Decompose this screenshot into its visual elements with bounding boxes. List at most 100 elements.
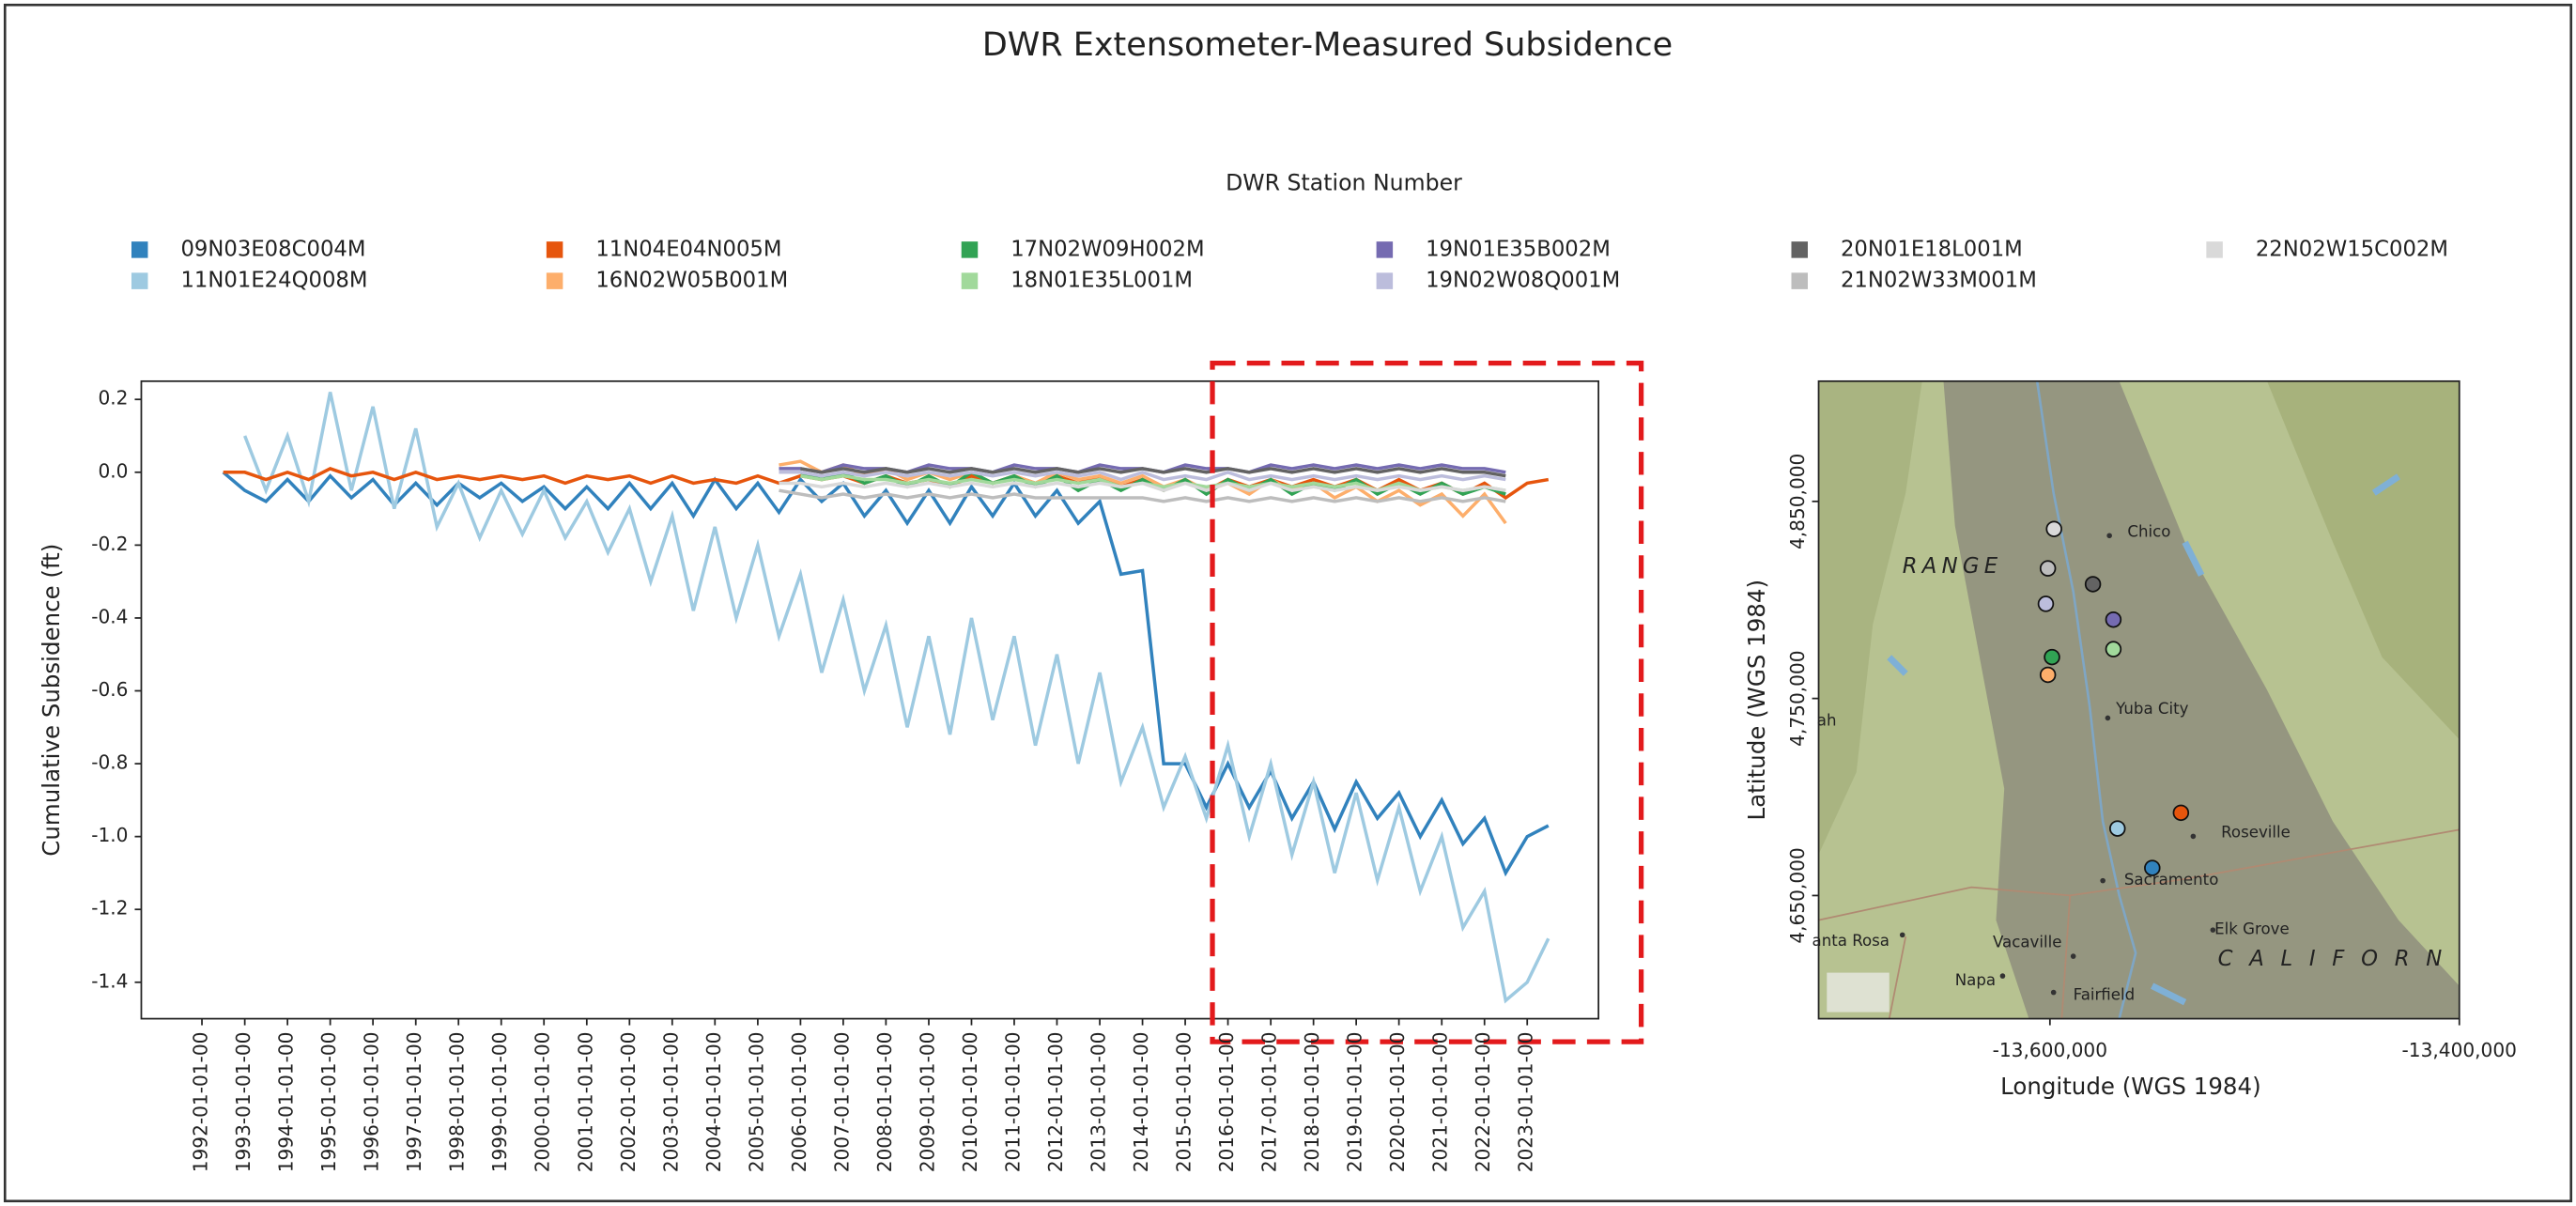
x-tick-label: -13,400,000 <box>2402 1039 2517 1061</box>
x-tick-label: -13,600,000 <box>1993 1039 2107 1061</box>
map-label: ah <box>1817 711 1837 729</box>
legend-label: 18N01E35L001M <box>1010 269 1193 293</box>
station-point <box>2145 860 2160 875</box>
x-tick-label: 2004-01-01-00 <box>702 1032 725 1173</box>
x-tick-label: 2017-01-01-00 <box>1258 1032 1281 1173</box>
map-label: Sacramento <box>2124 871 2218 889</box>
map-label: Napa <box>1955 971 1996 989</box>
legend-swatch <box>547 241 563 257</box>
map-town-dot <box>2051 990 2057 996</box>
y-tick-label: -0.6 <box>91 678 128 701</box>
map-label: Vacaville <box>1993 934 2061 951</box>
legend-swatch <box>547 272 563 288</box>
legend-title: DWR Station Number <box>1226 169 1462 195</box>
map-label: RANGE <box>1903 554 2003 579</box>
legend-swatch <box>1377 272 1393 288</box>
map-label: anta Rosa <box>1812 932 1890 950</box>
legend-label: 22N02W15C002M <box>2256 237 2448 261</box>
legend-swatch <box>962 241 978 257</box>
x-tick-label: 2020-01-01-00 <box>1386 1032 1409 1173</box>
y-axis-label: Cumulative Subsidence (ft) <box>38 544 65 857</box>
y-tick-label: 4,850,000 <box>1786 454 1809 549</box>
y-tick-label: -1.2 <box>91 897 128 920</box>
x-tick-label: 1997-01-01-00 <box>403 1032 425 1173</box>
map-y-axis-label: Latitude (WGS 1984) <box>1743 580 1770 820</box>
legend-swatch <box>2206 241 2222 257</box>
x-tick-label: 2005-01-01-00 <box>745 1032 767 1173</box>
legend-label: 11N04E04N005M <box>595 237 781 261</box>
x-tick-label: 1999-01-01-00 <box>488 1032 511 1173</box>
chart-title: DWR Extensometer-Measured Subsidence <box>982 26 1673 64</box>
map-x-axis-label: Longitude (WGS 1984) <box>2000 1073 2260 1100</box>
station-point <box>2041 668 2056 683</box>
x-tick-label: 1994-01-01-00 <box>275 1032 298 1173</box>
y-tick-label: -1.0 <box>91 824 128 846</box>
map-town-dot <box>2191 834 2197 840</box>
legend-swatch <box>1791 272 1807 288</box>
x-tick-label: 1995-01-01-00 <box>317 1032 340 1173</box>
x-tick-label: 2011-01-01-00 <box>1001 1032 1024 1173</box>
x-tick-label: 2023-01-01-00 <box>1515 1032 1537 1173</box>
y-tick-label: 0.2 <box>98 387 128 410</box>
map-label: Roseville <box>2221 823 2291 841</box>
station-point <box>2106 642 2121 657</box>
x-tick-label: 2006-01-01-00 <box>788 1032 810 1173</box>
station-point <box>2086 577 2101 592</box>
station-point <box>2106 612 2121 627</box>
legend-swatch <box>131 241 147 257</box>
x-tick-label: 1993-01-01-00 <box>232 1032 255 1173</box>
map-label: Chico <box>2127 522 2170 540</box>
legend-label: 19N01E35B002M <box>1426 237 1611 261</box>
map-label: Yuba City <box>2115 700 2188 718</box>
station-point <box>2039 596 2054 611</box>
x-tick-label: 2013-01-01-00 <box>1087 1032 1110 1173</box>
legend-label: 16N02W05B001M <box>595 269 788 293</box>
x-tick-label: 2010-01-01-00 <box>959 1032 981 1173</box>
legend-label: 09N03E08C004M <box>180 237 365 261</box>
y-tick-label: -0.4 <box>91 605 128 627</box>
map-label: Elk Grove <box>2214 920 2290 938</box>
station-point <box>2173 805 2188 820</box>
x-tick-label: 2019-01-01-00 <box>1344 1032 1366 1173</box>
y-tick-label: -0.8 <box>91 751 128 774</box>
map-town-dot <box>2071 953 2076 959</box>
map-town-dot <box>2106 716 2111 721</box>
x-tick-label: 2009-01-01-00 <box>916 1032 938 1173</box>
x-tick-label: 1992-01-01-00 <box>190 1032 212 1173</box>
map-credits <box>1827 973 1889 1013</box>
legend-label: 21N02W33M001M <box>1841 269 2037 293</box>
station-point <box>2110 821 2125 836</box>
x-tick-label: 2018-01-01-00 <box>1301 1032 1323 1173</box>
x-tick-label: 2008-01-01-00 <box>873 1032 896 1173</box>
x-tick-label: 2007-01-01-00 <box>830 1032 853 1173</box>
station-point <box>2046 521 2061 536</box>
x-tick-label: 2003-01-01-00 <box>659 1032 682 1173</box>
x-tick-label: 2002-01-01-00 <box>617 1032 640 1173</box>
y-tick-label: 4,750,000 <box>1786 650 1809 746</box>
legend-swatch <box>1791 241 1807 257</box>
legend-swatch <box>962 272 978 288</box>
x-tick-label: 1998-01-01-00 <box>446 1032 469 1173</box>
y-tick-label: 4,650,000 <box>1786 847 1809 943</box>
x-tick-label: 2016-01-01-00 <box>1215 1032 1238 1173</box>
legend-label: 17N02W09H002M <box>1010 237 1204 261</box>
x-tick-label: 2022-01-01-00 <box>1472 1032 1494 1173</box>
y-tick-label: -1.4 <box>91 969 128 992</box>
station-point <box>2044 650 2059 665</box>
station-point <box>2041 561 2056 576</box>
chart: DWR Extensometer-Measured Subsidence DWR… <box>0 0 2576 1206</box>
page-body: {"chart_data": [ {"type": "line", "title… <box>0 0 2576 1206</box>
map-town-dot <box>2106 533 2112 538</box>
x-tick-label: 2012-01-01-00 <box>1044 1032 1067 1173</box>
legend-label: 20N01E18L001M <box>1841 237 2023 261</box>
x-tick-label: 2001-01-01-00 <box>574 1032 596 1173</box>
legend-label: 11N01E24Q008M <box>180 269 367 293</box>
x-tick-label: 2000-01-01-00 <box>532 1032 554 1173</box>
map-town-dot <box>1900 933 1905 938</box>
map-label: Fairfield <box>2074 986 2136 1004</box>
map-town-dot <box>2000 973 2006 979</box>
x-tick-label: 1996-01-01-00 <box>361 1032 383 1173</box>
x-tick-label: 2021-01-01-00 <box>1429 1032 1452 1173</box>
legend-swatch <box>1377 241 1393 257</box>
x-tick-label: 2014-01-01-00 <box>1130 1032 1152 1173</box>
